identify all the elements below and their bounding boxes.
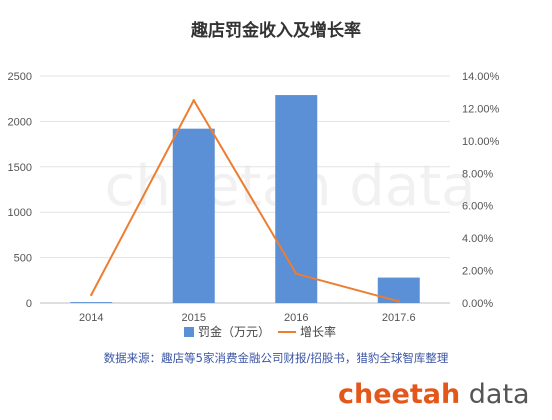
brand-part-1: cheetah [338, 379, 460, 410]
x-tick-label: 2015 [182, 312, 206, 324]
left-tick-label: 1500 [8, 162, 32, 174]
right-axis: 0.00% 2.00% 4.00% 6.00% 8.00% 10.00% 12.00% 14.… [462, 71, 500, 310]
right-tick-label: 0.00% [462, 298, 493, 310]
right-tick-label: 6.00% [462, 201, 493, 213]
left-tick-label: 0 [26, 298, 32, 310]
bar-2014 [70, 302, 113, 303]
source-note: 数据来源：趣店等5家消费金融公司财报/招股书，猎豹全球智库整理 [104, 351, 449, 365]
right-tick-label: 2.00% [462, 266, 493, 278]
growth-point-2016 [295, 272, 298, 276]
left-axis: 0 500 1000 1500 2000 2500 [8, 71, 32, 310]
growth-point-2014 [90, 293, 93, 297]
growth-line [90, 99, 400, 303]
brand-logo: cheetah data [338, 379, 530, 410]
growth-point-2015 [192, 99, 195, 102]
bar-2017.6 [377, 277, 420, 303]
brand-part-2: data [460, 379, 529, 410]
bar-series [70, 95, 420, 304]
right-tick-label: 4.00% [462, 233, 493, 245]
x-axis: 2014 2015 2016 2017.6 [79, 312, 416, 324]
right-tick-label: 10.00% [462, 136, 500, 148]
right-tick-label: 14.00% [462, 71, 500, 83]
legend-label-bar: 罚金（万元） [198, 324, 270, 339]
left-tick-label: 500 [14, 253, 32, 265]
x-tick-label: 2014 [79, 312, 103, 324]
growth-point-2017.6 [397, 300, 400, 303]
line-series [90, 99, 400, 303]
x-tick-label: 2017.6 [382, 312, 416, 324]
legend: 罚金（万元） 增长率 [184, 324, 336, 339]
right-tick-label: 12.00% [462, 103, 500, 115]
legend-swatch-bar [184, 327, 194, 337]
svg-text:cheetah data: cheetah data [338, 379, 530, 410]
bar-2016 [275, 95, 318, 304]
right-tick-label: 8.00% [462, 168, 493, 180]
left-tick-label: 1000 [8, 207, 32, 219]
left-tick-label: 2000 [8, 116, 32, 128]
chart-title: 趣店罚金收入及增长率 [190, 20, 361, 41]
bar-2015 [172, 128, 215, 303]
left-tick-label: 2500 [8, 71, 32, 83]
x-tick-label: 2016 [284, 312, 308, 324]
legend-label-line: 增长率 [300, 324, 336, 339]
